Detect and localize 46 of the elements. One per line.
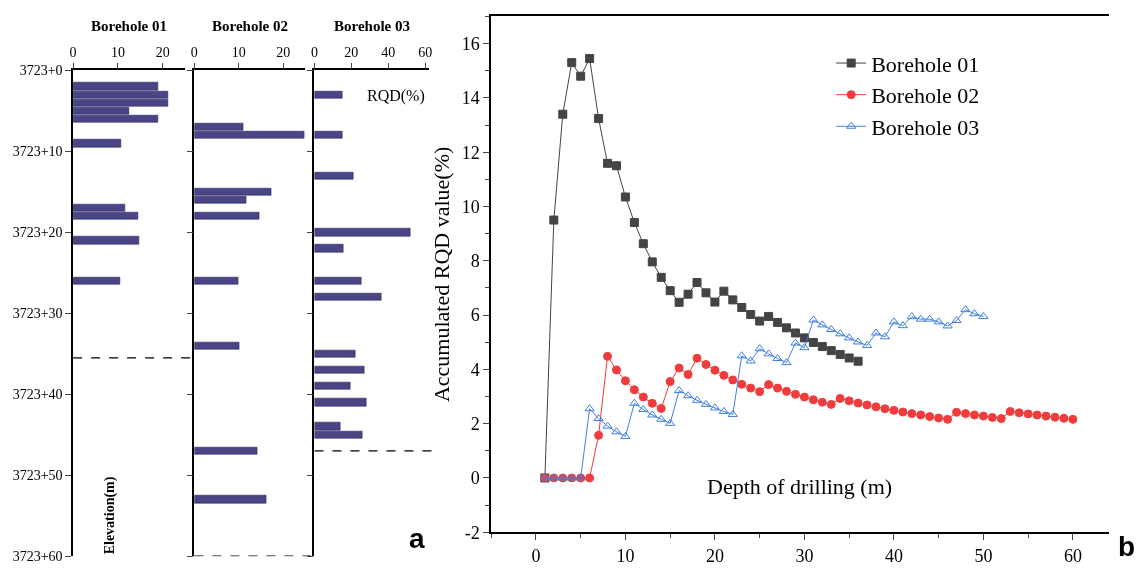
chart-title: Borehole 01 xyxy=(91,18,167,34)
x-tick-label: 20 xyxy=(276,45,291,61)
annotation: RQD(%) xyxy=(367,87,425,105)
y-tick-label: 3723+30 xyxy=(12,306,63,322)
x-tick-label: 30 xyxy=(795,545,814,566)
x-tick-label: 40 xyxy=(884,545,903,566)
y-tick-label: 12 xyxy=(461,142,480,163)
x-tick-label: 60 xyxy=(1063,545,1082,566)
chart-title: Borehole 03 xyxy=(334,18,410,34)
y-tick-label: 16 xyxy=(461,33,480,54)
chart-title: Borehole 02 xyxy=(212,18,288,34)
x-tick-label: 0 xyxy=(190,45,198,61)
legend-label: Borehole 03 xyxy=(871,114,980,140)
x-tick-label: 10 xyxy=(110,45,125,61)
x-tick-label: 20 xyxy=(705,545,724,566)
y-tick-label: 2 xyxy=(470,413,480,434)
y-tick-label: 3723+0 xyxy=(19,63,63,79)
x-tick-label: 10 xyxy=(616,545,635,566)
y-tick-label: 14 xyxy=(461,88,480,109)
y-tick-label: -2 xyxy=(464,522,480,543)
x-tick-label: 50 xyxy=(974,545,993,566)
x-tick-label: 40 xyxy=(381,45,396,61)
y-tick-label: 3723+20 xyxy=(12,225,63,241)
x-axis-title: Depth of drilling (m) xyxy=(707,474,893,499)
y-tick-label: 6 xyxy=(470,305,480,326)
y-tick-label: 0 xyxy=(470,468,480,489)
y-tick-label: 3723+50 xyxy=(12,468,63,484)
x-tick-label: 0 xyxy=(69,45,77,61)
y-tick-label: 8 xyxy=(470,251,480,272)
x-tick-label: 0 xyxy=(310,45,318,61)
x-tick-label: 20 xyxy=(155,45,170,61)
x-tick-label: 20 xyxy=(344,45,359,61)
y-axis-title: Accumulated RQD value(%) xyxy=(429,146,455,403)
x-tick-label: 60 xyxy=(418,45,433,61)
y-tick-label: 3723+60 xyxy=(12,549,63,565)
y-tick-label: 3723+10 xyxy=(12,144,63,160)
x-tick-label: 0 xyxy=(531,545,541,566)
y-axis-title: Elevation(m) xyxy=(101,476,118,555)
text: b xyxy=(1118,531,1136,562)
annotation: a xyxy=(409,523,425,554)
y-tick-label: 10 xyxy=(461,196,480,217)
legend-label: Borehole 01 xyxy=(871,51,980,77)
legend-label: Borehole 02 xyxy=(871,83,980,109)
y-tick-label: 4 xyxy=(470,359,480,380)
x-tick-label: 10 xyxy=(231,45,246,61)
y-tick-label: 3723+40 xyxy=(12,387,63,403)
